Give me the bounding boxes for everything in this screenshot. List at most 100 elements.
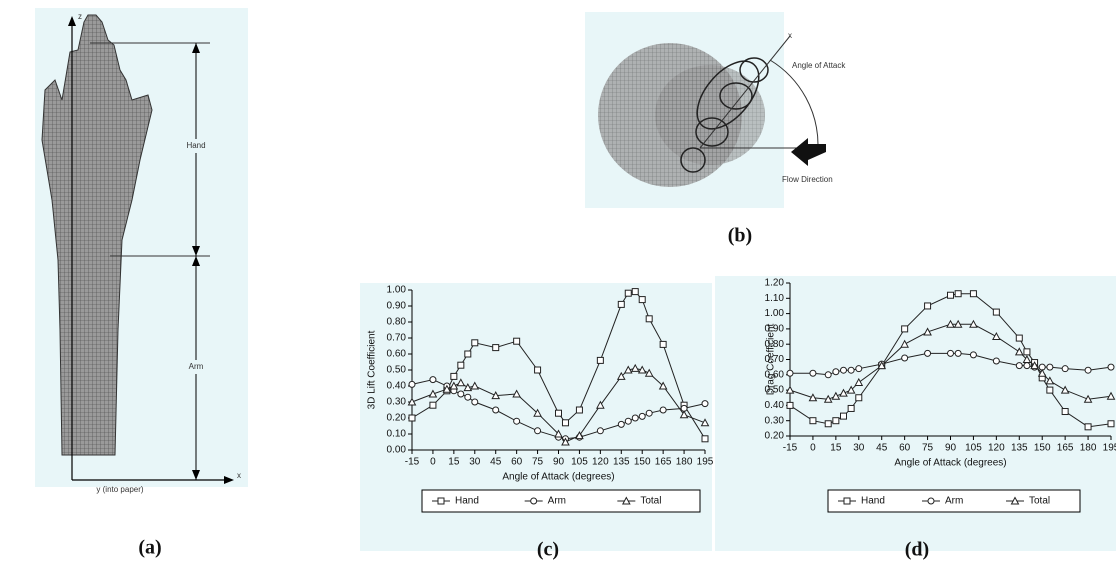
- marker: [471, 339, 479, 347]
- chord-line: [699, 35, 791, 149]
- marker: [658, 381, 668, 390]
- flow-label: Flow Direction: [782, 175, 833, 184]
- marker: [561, 419, 569, 427]
- marker: [809, 417, 817, 425]
- x-tick-label: 165: [1057, 443, 1074, 454]
- section-mesh: [655, 65, 765, 165]
- marker: [561, 437, 570, 446]
- x-tick-label: 150: [1034, 443, 1051, 454]
- legend-label: Arm: [945, 496, 963, 507]
- marker: [457, 390, 465, 398]
- marker: [630, 363, 640, 372]
- x-axis-label: Angle of Attack (degrees): [894, 458, 1006, 469]
- marker: [638, 412, 646, 420]
- marker: [854, 377, 864, 386]
- marker: [840, 412, 847, 420]
- marker: [969, 290, 977, 298]
- marker: [992, 308, 1000, 316]
- y-tick-label: 0.00: [387, 445, 407, 456]
- marker: [596, 427, 604, 435]
- y-tick-label: 0.80: [765, 339, 785, 350]
- marker: [1046, 386, 1054, 394]
- marker: [621, 496, 631, 505]
- arm-label: Arm: [189, 362, 204, 371]
- marker: [624, 289, 632, 297]
- marker: [1106, 391, 1116, 400]
- angle-label: Angle of Attack: [792, 61, 846, 70]
- y-tick-label: 0.90: [387, 301, 407, 312]
- y-tick-label: 0.10: [387, 429, 407, 440]
- marker: [832, 368, 840, 376]
- y-tick-label: 0.20: [765, 431, 785, 442]
- series-line: [411, 291, 706, 440]
- arrow: [192, 470, 200, 480]
- marker: [470, 381, 480, 390]
- y-tick-label: 0.50: [387, 365, 407, 376]
- x-axis-label: Angle of Attack (degrees): [502, 472, 614, 483]
- marker: [1014, 347, 1024, 356]
- marker: [786, 369, 794, 377]
- marker: [923, 327, 932, 336]
- x-tick-label: 45: [876, 443, 888, 454]
- series-line: [789, 323, 1112, 400]
- marker: [700, 418, 710, 427]
- marker: [824, 371, 832, 379]
- marker: [924, 302, 932, 310]
- flow-arrow: [791, 138, 826, 166]
- marker: [631, 288, 639, 296]
- marker: [617, 300, 625, 308]
- marker: [530, 497, 538, 505]
- marker: [1061, 408, 1069, 416]
- marker: [1107, 420, 1115, 428]
- x-tick-label: 180: [676, 457, 693, 468]
- y-tick-label: 0.90: [765, 324, 785, 335]
- marker: [1107, 363, 1115, 371]
- marker: [575, 431, 584, 440]
- marker: [659, 340, 667, 348]
- marker: [637, 365, 647, 374]
- y-tick-label: 0.60: [765, 369, 785, 380]
- marker: [847, 404, 855, 412]
- marker: [492, 406, 500, 414]
- marker: [901, 325, 909, 333]
- y-tick-label: 0.30: [765, 415, 785, 426]
- plot-area: [412, 290, 705, 450]
- marker: [900, 339, 909, 348]
- x-tick-label: 195: [1103, 443, 1116, 454]
- legend-label: Arm: [548, 496, 566, 507]
- marker: [638, 296, 646, 304]
- marker: [491, 391, 501, 400]
- marker: [624, 417, 632, 425]
- marker: [408, 414, 416, 422]
- marker: [1037, 368, 1047, 377]
- angle-arc: [769, 59, 819, 149]
- marker: [847, 366, 855, 374]
- marker: [1015, 334, 1023, 342]
- marker: [645, 315, 653, 323]
- marker: [946, 319, 955, 328]
- y-tick-label: 0.20: [387, 413, 407, 424]
- marker: [456, 378, 466, 387]
- y-tick-label: 0.70: [765, 354, 785, 365]
- y-tick-label: 1.20: [765, 278, 785, 289]
- marker: [843, 497, 851, 505]
- marker: [631, 414, 639, 422]
- marker: [953, 319, 963, 328]
- marker: [429, 401, 437, 409]
- marker: [1060, 385, 1070, 394]
- marker: [877, 361, 887, 370]
- marker: [1046, 363, 1054, 371]
- z-label: z: [78, 12, 82, 21]
- marker: [463, 383, 473, 392]
- y-tick-label: 0.40: [765, 400, 785, 411]
- marker: [785, 385, 795, 394]
- x-tick-label: 120: [988, 443, 1005, 454]
- y-tick-label: 1.00: [765, 308, 785, 319]
- x-tick-label: -15: [405, 457, 420, 468]
- marker: [839, 388, 848, 397]
- marker: [840, 366, 847, 374]
- marker: [855, 394, 863, 402]
- marker: [408, 380, 416, 388]
- x-tick-label: 15: [830, 443, 842, 454]
